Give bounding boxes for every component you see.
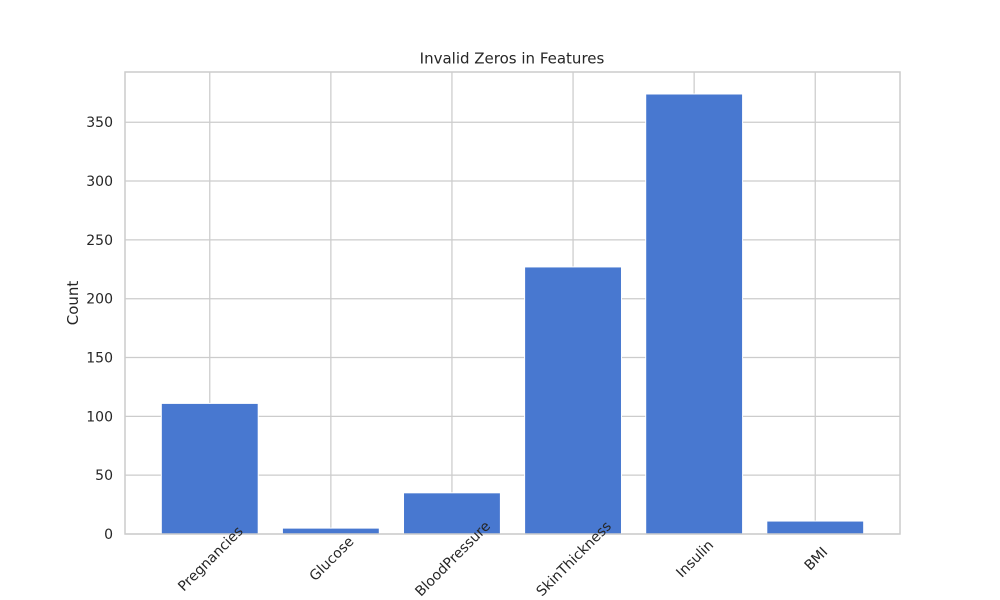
y-tick-label: 150 bbox=[86, 351, 113, 367]
y-tick-label: 50 bbox=[95, 468, 113, 484]
bar-insulin bbox=[645, 93, 744, 535]
x-tick-label: Insulin bbox=[673, 537, 717, 581]
y-tick-label: 250 bbox=[86, 233, 113, 249]
x-tick-label: Glucose bbox=[307, 534, 358, 585]
x-tick-label: BMI bbox=[802, 544, 832, 574]
y-axis-label: Count bbox=[64, 281, 82, 326]
y-tick-label: 100 bbox=[86, 409, 113, 425]
bar-glucose bbox=[281, 527, 380, 535]
y-tick-label: 300 bbox=[86, 174, 113, 190]
y-tick-label: 0 bbox=[104, 527, 113, 543]
bars-layer bbox=[160, 93, 865, 535]
bar-bmi bbox=[766, 520, 865, 535]
y-tick-label: 350 bbox=[86, 115, 113, 131]
plot-frame bbox=[124, 71, 901, 535]
chart-title: Invalid Zeros in Features bbox=[420, 50, 605, 68]
bar-bloodpressure bbox=[403, 492, 501, 535]
y-tick-labels: 0 50 100 150 200 250 300 350 bbox=[86, 115, 113, 543]
y-tick-label: 200 bbox=[86, 292, 113, 308]
bar-skinthickness bbox=[524, 266, 622, 535]
bar-pregnancies bbox=[160, 402, 259, 535]
